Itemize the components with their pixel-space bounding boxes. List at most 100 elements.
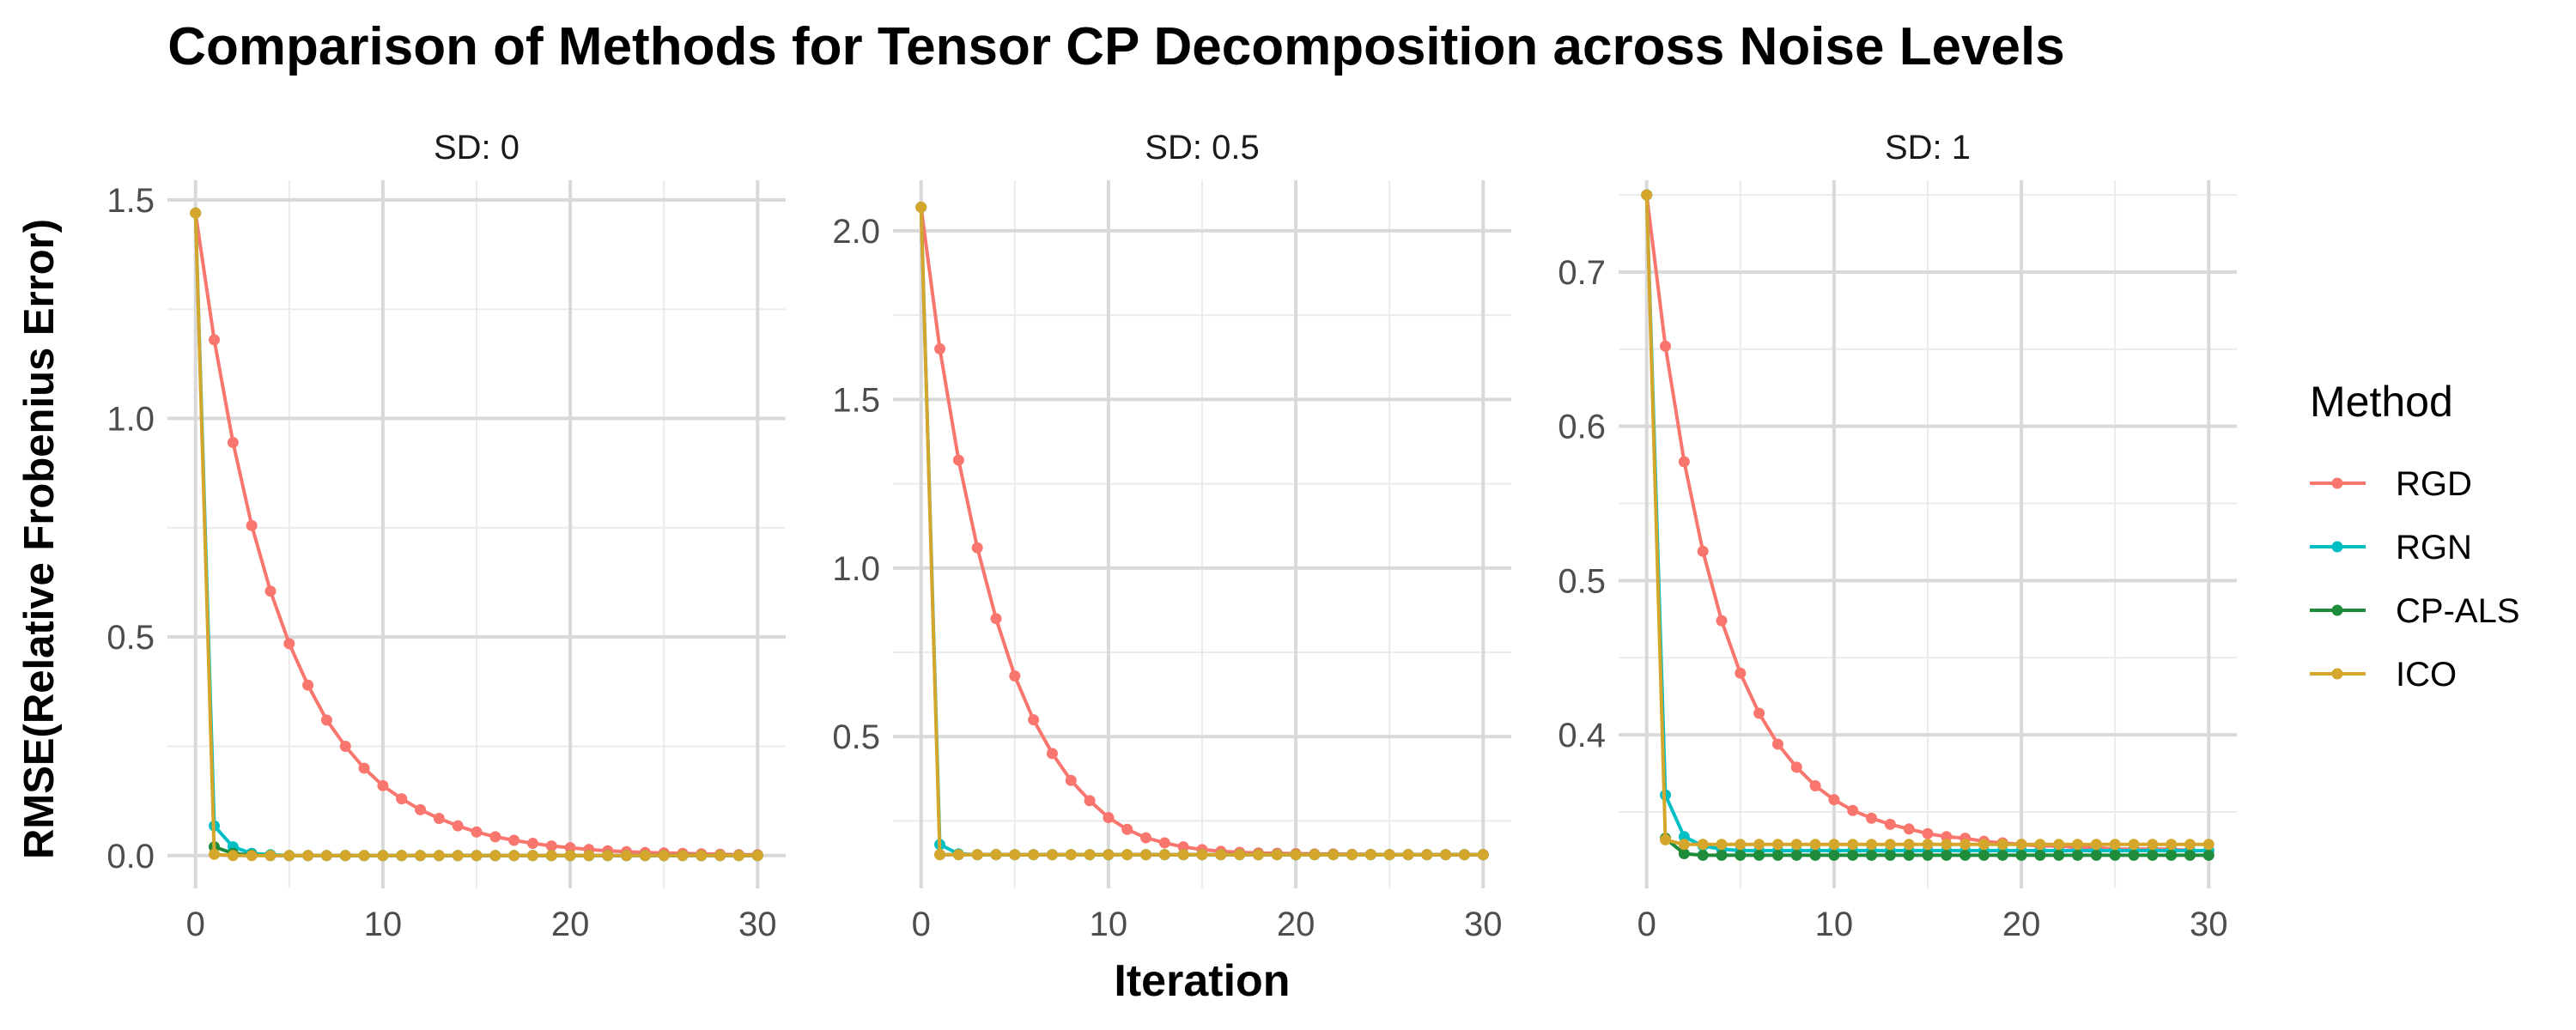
- panel-3: 0 10 20 30 0.4 0.5 0.6 0.7 SD: 1: [1558, 129, 2237, 943]
- legend: Method RGD RGN CP-ALS ICO: [2310, 378, 2520, 694]
- data-point: [1716, 849, 1728, 861]
- data-point: [1084, 849, 1096, 861]
- data-point: [1421, 849, 1433, 861]
- data-point: [302, 679, 314, 691]
- data-point: [264, 585, 276, 597]
- data-point: [1790, 761, 1802, 773]
- data-point: [1697, 849, 1709, 861]
- data-point: [1641, 189, 1653, 201]
- data-point: [396, 850, 408, 862]
- data-point: [1809, 779, 1821, 791]
- data-point: [2015, 839, 2027, 851]
- data-point: [1771, 849, 1783, 861]
- data-point: [2034, 849, 2046, 861]
- data-point: [1458, 849, 1470, 861]
- data-point: [1884, 849, 1896, 861]
- data-point: [2109, 849, 2121, 861]
- data-point: [2166, 849, 2178, 861]
- data-point: [2184, 849, 2196, 861]
- data-point: [1084, 795, 1096, 807]
- data-point: [1903, 839, 1915, 851]
- data-point: [1402, 849, 1414, 861]
- data-point: [1383, 849, 1395, 861]
- data-point: [1177, 841, 1189, 853]
- data-point: [1771, 839, 1783, 851]
- data-point: [1440, 849, 1452, 861]
- data-point: [1884, 818, 1896, 830]
- data-point: [209, 848, 221, 860]
- data-point: [1065, 774, 1077, 786]
- data-point: [2166, 839, 2178, 851]
- data-point: [714, 850, 726, 862]
- series-ico: [1641, 189, 2215, 851]
- x-tick-label: 30: [738, 906, 777, 943]
- data-point: [564, 842, 576, 854]
- data-point: [971, 849, 983, 861]
- data-point: [2072, 849, 2084, 861]
- y-tick-label: 1.5: [106, 182, 155, 220]
- facet-title: SD: 1: [1885, 129, 1971, 167]
- data-point: [1660, 340, 1672, 352]
- y-tick-label: 0.5: [832, 718, 880, 756]
- data-point: [1103, 812, 1115, 823]
- data-point: [1790, 849, 1802, 861]
- data-point: [1922, 827, 1934, 839]
- data-point: [732, 850, 744, 862]
- data-point: [246, 519, 258, 531]
- data-point: [1028, 849, 1040, 861]
- data-point: [1009, 849, 1021, 861]
- series-line: [1664, 837, 2209, 857]
- data-point: [1903, 849, 1915, 861]
- legend-label: ICO: [2396, 656, 2457, 694]
- data-point: [2053, 839, 2065, 851]
- data-point: [1809, 839, 1821, 851]
- data-point: [2128, 839, 2140, 851]
- legend-key-point: [2331, 477, 2343, 489]
- data-point: [1735, 849, 1747, 861]
- facet-panels: 0 10 20 30 0.0 0.5 1.0 1.5 SD: 0 0 10 20 30 0.5 1.0 1.5…: [106, 129, 2237, 943]
- data-point: [990, 849, 1002, 861]
- data-point: [1866, 812, 1878, 824]
- data-point: [1959, 839, 1971, 851]
- data-point: [1309, 849, 1321, 861]
- data-point: [1660, 833, 1672, 845]
- data-point: [264, 850, 276, 862]
- data-point: [1866, 849, 1878, 861]
- x-tick-label: 0: [186, 906, 205, 943]
- data-point: [1046, 748, 1058, 760]
- data-point: [915, 201, 927, 213]
- panel-1: 0 10 20 30 0.0 0.5 1.0 1.5 SD: 0: [106, 129, 786, 943]
- data-point: [1028, 714, 1040, 726]
- data-point: [1678, 839, 1690, 851]
- data-point: [1716, 839, 1728, 851]
- data-point: [1009, 670, 1021, 682]
- data-point: [396, 793, 408, 805]
- data-point: [1847, 839, 1859, 851]
- data-point: [320, 714, 332, 726]
- data-point: [1847, 804, 1859, 816]
- data-point: [1103, 849, 1115, 861]
- data-point: [209, 334, 221, 346]
- data-point: [2147, 839, 2159, 851]
- data-point: [1978, 849, 1990, 861]
- data-point: [1140, 832, 1152, 844]
- data-point: [2015, 849, 2027, 861]
- data-point: [452, 820, 464, 832]
- y-tick-label: 0.5: [106, 619, 155, 657]
- x-tick-label: 30: [2190, 906, 2228, 943]
- data-point: [489, 850, 501, 862]
- data-point: [246, 850, 258, 862]
- x-tick-label: 20: [551, 906, 590, 943]
- data-point: [934, 849, 946, 861]
- facet-title: SD: 0: [434, 129, 519, 167]
- data-point: [1903, 823, 1915, 835]
- data-point: [415, 850, 427, 862]
- data-point: [358, 850, 370, 862]
- data-point: [1735, 667, 1747, 679]
- data-point: [1346, 849, 1358, 861]
- data-point: [1697, 839, 1709, 851]
- data-point: [1697, 545, 1709, 557]
- y-tick-label: 0.7: [1558, 254, 1606, 292]
- legend-label: RGN: [2396, 529, 2472, 566]
- legend-key-point: [2331, 541, 2343, 553]
